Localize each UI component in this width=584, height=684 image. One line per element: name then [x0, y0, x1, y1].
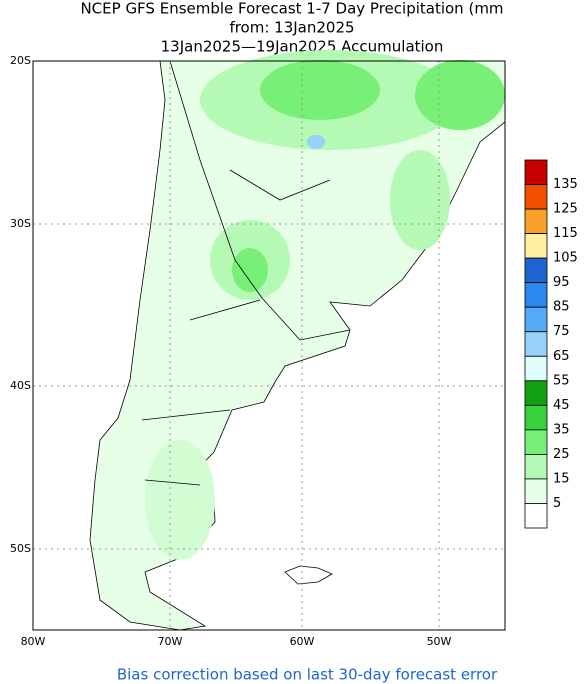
- graticule: [33, 61, 505, 630]
- legend-swatch: [524, 233, 548, 259]
- legend-label: 85: [553, 300, 570, 315]
- legend-label: 105: [553, 251, 578, 266]
- legend-swatch: [524, 257, 548, 284]
- legend-swatch: [524, 208, 548, 234]
- legend-label: 55: [553, 373, 570, 388]
- legend-swatch: [524, 404, 548, 431]
- legend-swatch: [524, 184, 548, 210]
- legend: 135 125 115 105 95 85 75 65 55 45 35 25 15 5: [524, 159, 578, 529]
- title-line: 13Jan2025—19Jan2025 Accumulation: [161, 38, 444, 56]
- lon-label: 80W: [21, 635, 46, 648]
- lon-label: 50W: [427, 635, 452, 648]
- legend-label: 35: [553, 422, 570, 437]
- legend-label: 65: [553, 349, 570, 364]
- legend-label: 45: [553, 398, 570, 413]
- legend-swatch: [524, 429, 548, 455]
- legend-label: 15: [553, 471, 570, 486]
- legend-label: 115: [553, 226, 578, 241]
- legend-swatch: [524, 331, 548, 357]
- title-line: from: 13Jan2025: [229, 19, 354, 37]
- legend-label: 125: [553, 202, 578, 217]
- legend-swatch: [524, 380, 548, 406]
- legend-label: 135: [553, 177, 578, 192]
- legend-swatch: [524, 159, 548, 185]
- legend-swatch: [524, 453, 548, 480]
- legend-swatch: [524, 478, 548, 504]
- lat-label: 50S: [10, 542, 31, 555]
- title-line: NCEP GFS Ensemble Forecast 1-7 Day Preci…: [80, 0, 503, 18]
- legend-label: 95: [553, 275, 570, 290]
- legend-label: 25: [553, 447, 570, 462]
- lat-label: 20S: [10, 54, 31, 67]
- legend-swatch: [524, 282, 548, 308]
- legend-label: 5: [553, 496, 561, 511]
- footer-note: Bias correction based on last 30-day for…: [117, 666, 498, 684]
- map-frame: [32, 60, 506, 631]
- legend-swatch: [524, 355, 548, 382]
- lon-label: 60W: [290, 635, 315, 648]
- legend-label: 75: [553, 324, 570, 339]
- legend-swatch: [524, 503, 548, 529]
- land: [89, 50, 506, 631]
- lat-label: 30S: [10, 217, 31, 230]
- legend-swatch: [524, 306, 548, 333]
- lon-label: 70W: [158, 635, 183, 648]
- lat-label: 40S: [10, 379, 31, 392]
